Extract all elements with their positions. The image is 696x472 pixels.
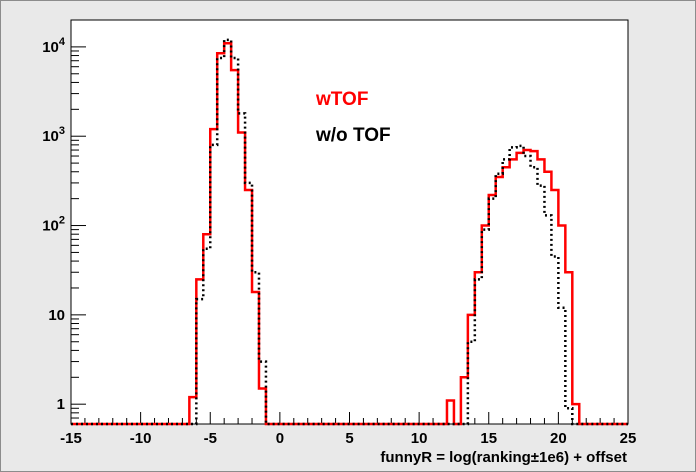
series-layer <box>71 38 628 426</box>
x-tick-label: -5 <box>204 430 217 447</box>
y-tick-label: 103 <box>42 125 65 145</box>
y-tick-label: 1 <box>57 396 65 413</box>
y-tick-label: 102 <box>42 215 65 235</box>
legend-entry-wo-tof: w/o TOF <box>315 125 391 146</box>
x-tick-label: 25 <box>620 430 637 447</box>
x-tick-label: 20 <box>550 430 567 447</box>
x-tick-label: -15 <box>60 430 82 447</box>
x-tick-label: 10 <box>411 430 428 447</box>
legend-entry-wtof: wTOF <box>315 89 368 110</box>
x-tick-label: 0 <box>276 430 284 447</box>
x-tick-label: 5 <box>345 430 353 447</box>
series-line-wo-tof <box>71 38 628 426</box>
x-tick-label: 15 <box>480 430 497 447</box>
series-line-wtof <box>71 41 628 426</box>
x-tick-label: -10 <box>130 430 152 447</box>
y-tick-label: 104 <box>42 36 66 56</box>
x-axis-ticks: -15 -10 -5 0 5 10 15 20 25 <box>60 412 636 447</box>
x-axis-title: funnyR = log(ranking±1e6) + offset <box>380 449 627 466</box>
plot-area <box>70 19 629 425</box>
y-axis-ticks: 1 10 102 103 104 <box>42 19 86 425</box>
y-tick-label: 10 <box>48 307 65 324</box>
